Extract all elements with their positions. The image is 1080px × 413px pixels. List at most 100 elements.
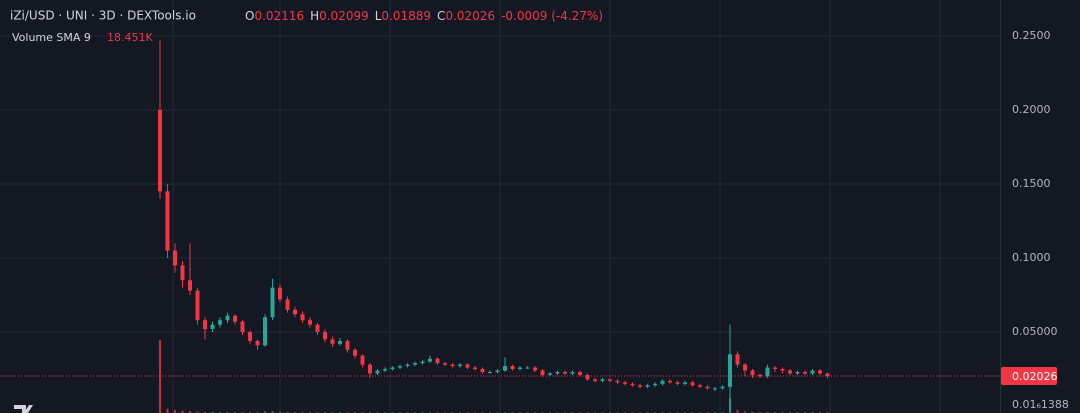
- ohlc-row: O0.02116 H0.02099 L0.01889 C0.02026 -0.00…: [245, 9, 603, 23]
- tv-logo: [14, 405, 33, 413]
- candle-body: [330, 339, 335, 344]
- candle-body: [803, 371, 807, 374]
- candle-body: [533, 367, 537, 371]
- candle-body: [728, 354, 732, 387]
- volume-axis-label: 0.01₆1388: [1012, 398, 1069, 411]
- candle-body: [353, 349, 357, 356]
- candle-body: [600, 379, 605, 381]
- candle-body: [375, 370, 380, 374]
- indicator-value: 18.451K: [107, 31, 153, 44]
- candle-body: [473, 367, 477, 370]
- candle-body: [788, 370, 792, 374]
- candle-body: [563, 371, 567, 374]
- volume-bar: [744, 411, 746, 413]
- candle-body: [705, 386, 710, 389]
- y-tick-label: 0.2500: [1012, 29, 1051, 42]
- volume-bar: [166, 408, 169, 413]
- candle-body: [458, 364, 462, 367]
- candle-body: [405, 364, 410, 367]
- ohlc-value: 0.02026: [445, 9, 495, 23]
- candle-body: [735, 354, 740, 365]
- candle-body: [315, 324, 320, 333]
- ohlc-label: O: [245, 9, 254, 23]
- candle-body: [263, 317, 267, 346]
- plot-area: [0, 35, 1000, 413]
- last-price-badge: [1001, 367, 1057, 386]
- candle-body: [818, 370, 822, 374]
- candle-body: [623, 382, 627, 384]
- candle-body: [570, 371, 575, 374]
- candle-body: [773, 367, 777, 370]
- volume-bar: [271, 411, 274, 413]
- candle-body: [750, 370, 755, 375]
- volume-bar: [189, 411, 191, 413]
- candle-body: [593, 379, 597, 381]
- candle-body: [713, 388, 717, 390]
- candle-body: [195, 290, 200, 321]
- candle-body: [308, 320, 312, 325]
- candle-body: [645, 385, 650, 387]
- candle-body: [698, 385, 702, 387]
- symbol: iZi/USD · UNI · 3D · DEXTools.io: [10, 9, 196, 23]
- candle-body: [630, 383, 635, 386]
- candle-body: [323, 332, 327, 340]
- candle-body: [465, 364, 470, 368]
- candle-body: [300, 314, 305, 321]
- candle-body: [495, 370, 500, 372]
- candle-body: [390, 367, 395, 370]
- candle-body: [518, 367, 522, 370]
- indicator-name: Volume SMA 9: [12, 31, 91, 44]
- candle-body: [360, 355, 365, 365]
- candle-body: [653, 383, 657, 386]
- candle-body: [540, 370, 545, 375]
- candle-body: [675, 382, 680, 384]
- candle-body: [248, 332, 252, 341]
- y-tick-label: 0.2000: [1012, 103, 1051, 116]
- ohlc-change: -0.0009 (-4.27%): [501, 9, 603, 23]
- candle-body: [608, 379, 612, 381]
- candle-body: [293, 309, 297, 315]
- candle-body: [525, 367, 530, 369]
- candle-body: [443, 363, 447, 365]
- candle-body: [548, 373, 552, 375]
- candle-body: [638, 385, 642, 387]
- candle-body: [165, 191, 170, 251]
- y-tick-label: 0.1500: [1012, 177, 1051, 190]
- candle-body: [480, 369, 485, 372]
- ohlc-label: C: [437, 9, 445, 23]
- candle-body: [428, 358, 432, 362]
- candle-body: [743, 364, 747, 371]
- candle-body: [188, 280, 192, 291]
- candle-body: [578, 371, 582, 375]
- candle-body: [720, 386, 725, 389]
- volume-bar: [174, 410, 176, 413]
- y-tick-label: 0.1000: [1012, 251, 1051, 264]
- candle-body: [795, 371, 800, 374]
- vertical-grid: [172, 0, 941, 413]
- candle-body: [383, 369, 387, 371]
- volume-bar: [181, 410, 184, 413]
- ohlc-value: 0.02099: [319, 9, 369, 23]
- candle-body: [338, 340, 342, 344]
- candle-body: [368, 364, 372, 374]
- candle-body: [285, 299, 290, 310]
- volume-bar: [196, 411, 199, 413]
- volume-bar: [264, 411, 266, 413]
- candle-body: [683, 382, 687, 384]
- candle-body: [173, 250, 177, 266]
- candle-body: [660, 380, 665, 384]
- candle-body: [158, 109, 162, 192]
- candle-body: [510, 366, 515, 370]
- candle-body: [203, 320, 207, 330]
- candle-body: [345, 340, 350, 350]
- candle-body: [668, 380, 672, 383]
- candle-body: [810, 370, 815, 374]
- candle-body: [218, 320, 222, 325]
- volume-bar: [204, 411, 206, 413]
- candle-body: [435, 358, 440, 364]
- candle-body: [765, 367, 770, 377]
- volume-bar: [736, 410, 739, 413]
- candle-body: [180, 265, 185, 281]
